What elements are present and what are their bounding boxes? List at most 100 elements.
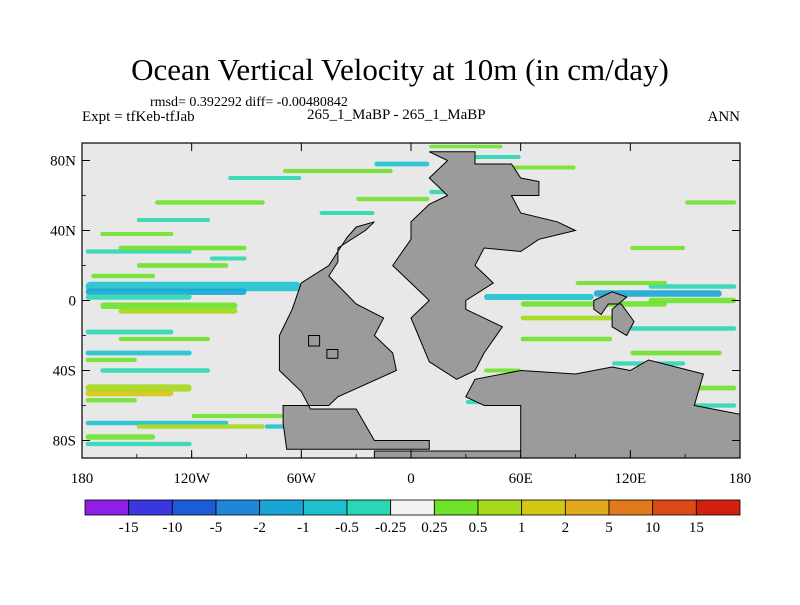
colorbar-label: 0.5	[469, 520, 488, 536]
land-mass	[326, 349, 339, 359]
lat-tick-label: 40N	[50, 224, 76, 240]
latitude-axis: 80N 40N 0 40S 80S	[50, 154, 740, 450]
colorbar-swatch	[215, 499, 261, 516]
anomaly-streak	[593, 290, 722, 297]
anomaly-streak	[648, 284, 737, 289]
rmsd-label: rmsd=	[150, 95, 186, 110]
colorbar-label: 5	[605, 520, 613, 536]
anomaly-streak	[191, 413, 284, 419]
colorbar-label: -1	[297, 520, 310, 536]
land-mass	[278, 221, 430, 450]
figure-title: Ocean Vertical Velocity at 10m (in cm/da…	[131, 52, 669, 87]
case-label: 265_1_MaBP - 265_1_MaBP	[307, 107, 486, 123]
anomaly-streak	[356, 196, 430, 202]
lat-tick-label: 80S	[53, 434, 76, 450]
anomaly-streak	[520, 315, 631, 321]
colorbar-swatch	[259, 499, 304, 516]
colorbar-swatch	[346, 499, 392, 516]
colorbar-swatch	[433, 499, 479, 516]
colorbar-label: -0.25	[375, 520, 406, 536]
anomaly-streak	[91, 273, 156, 279]
colorbar-swatch	[171, 499, 217, 516]
anomaly-streak	[118, 308, 238, 314]
anomaly-streak	[630, 350, 722, 356]
rmsd-value: 0.392292	[189, 95, 242, 110]
anomaly-streak	[136, 424, 265, 429]
anomaly-streak	[648, 297, 737, 304]
anomaly-streak	[118, 245, 247, 251]
colorbar-swatch	[84, 499, 130, 516]
season-label: ANN	[707, 109, 741, 125]
anomaly-streak	[85, 329, 174, 335]
land-layer	[278, 151, 741, 459]
lon-tick-label: 0	[407, 471, 415, 487]
anomaly-streak	[630, 245, 686, 251]
anomaly-streak	[85, 384, 192, 392]
anomaly-streak	[136, 263, 229, 268]
colorbar: -15 -10 -5 -2 -1 -0.5 -0.25 0.25 0.5 1 2 5 10 15	[84, 499, 741, 536]
colorbar-label: -0.5	[335, 520, 359, 536]
colorbar-label: -2	[253, 520, 266, 536]
diff-value: -0.00480842	[276, 95, 348, 110]
anomaly-streak	[155, 200, 265, 205]
anomaly-streak	[685, 200, 737, 205]
anomaly-streak	[85, 350, 192, 356]
land-mass	[593, 291, 635, 337]
anomaly-streak	[100, 302, 238, 310]
anomaly-streak	[575, 280, 667, 286]
colorbar-swatch	[608, 499, 654, 516]
lon-tick-label: 180	[729, 471, 752, 487]
land-mass	[308, 335, 321, 347]
lon-tick-label: 60E	[509, 471, 533, 487]
colorbar-label: 15	[689, 520, 704, 536]
colorbar-label: -15	[119, 520, 139, 536]
stats-line: rmsd= 0.392292 diff= -0.00480842	[150, 95, 348, 111]
anomaly-streak	[85, 294, 192, 300]
colorbar-swatch	[564, 499, 610, 516]
colorbar-label: 1	[518, 520, 526, 536]
anomaly-streak	[85, 249, 192, 254]
lon-tick-label: 120W	[173, 471, 211, 487]
anomaly-streak	[520, 336, 613, 342]
anomaly-streak	[502, 165, 576, 170]
anomaly-streak	[228, 176, 302, 180]
anomaly-streak	[100, 232, 174, 236]
anomaly-streak	[374, 161, 430, 167]
colorbar-label: -10	[162, 520, 182, 536]
colorbar-label: -5	[210, 520, 223, 536]
colorbar-swatch	[695, 499, 741, 516]
anomaly-streak	[319, 211, 375, 215]
lat-tick-label: 0	[69, 294, 77, 310]
anomaly-streak	[85, 420, 229, 426]
experiment-label: Expt = tfKeb-tfJab	[82, 109, 195, 125]
anomaly-streak	[630, 326, 737, 331]
anomaly-streak	[85, 390, 174, 397]
anomaly-streak	[85, 288, 247, 296]
colorbar-swatch	[128, 499, 173, 516]
anomaly-streak	[85, 357, 137, 363]
diff-label: diff=	[245, 95, 274, 110]
anomaly-streak	[118, 336, 210, 342]
lat-tick-label: 40S	[53, 364, 76, 380]
anomaly-streak	[484, 294, 594, 300]
anomaly-streak	[85, 434, 156, 440]
colorbar-label: 10	[645, 520, 660, 536]
land-mass	[392, 151, 577, 380]
anomaly-streak	[136, 218, 210, 222]
anomaly-streak	[283, 168, 393, 174]
lon-tick-label: 120E	[614, 471, 646, 487]
colorbar-swatch	[477, 499, 523, 516]
anomaly-streak	[484, 368, 521, 373]
lon-tick-label: 180	[71, 471, 94, 487]
anomaly-streak	[85, 398, 137, 403]
anomaly-streak	[209, 256, 247, 261]
colorbar-swatch	[302, 499, 348, 516]
anomaly-streak	[100, 368, 210, 373]
colorbar-swatch	[521, 499, 566, 516]
anomaly-streak	[429, 144, 503, 149]
colorbar-swatch	[652, 499, 697, 516]
colorbar-swatch	[390, 499, 435, 516]
colorbar-label: 2	[562, 520, 570, 536]
